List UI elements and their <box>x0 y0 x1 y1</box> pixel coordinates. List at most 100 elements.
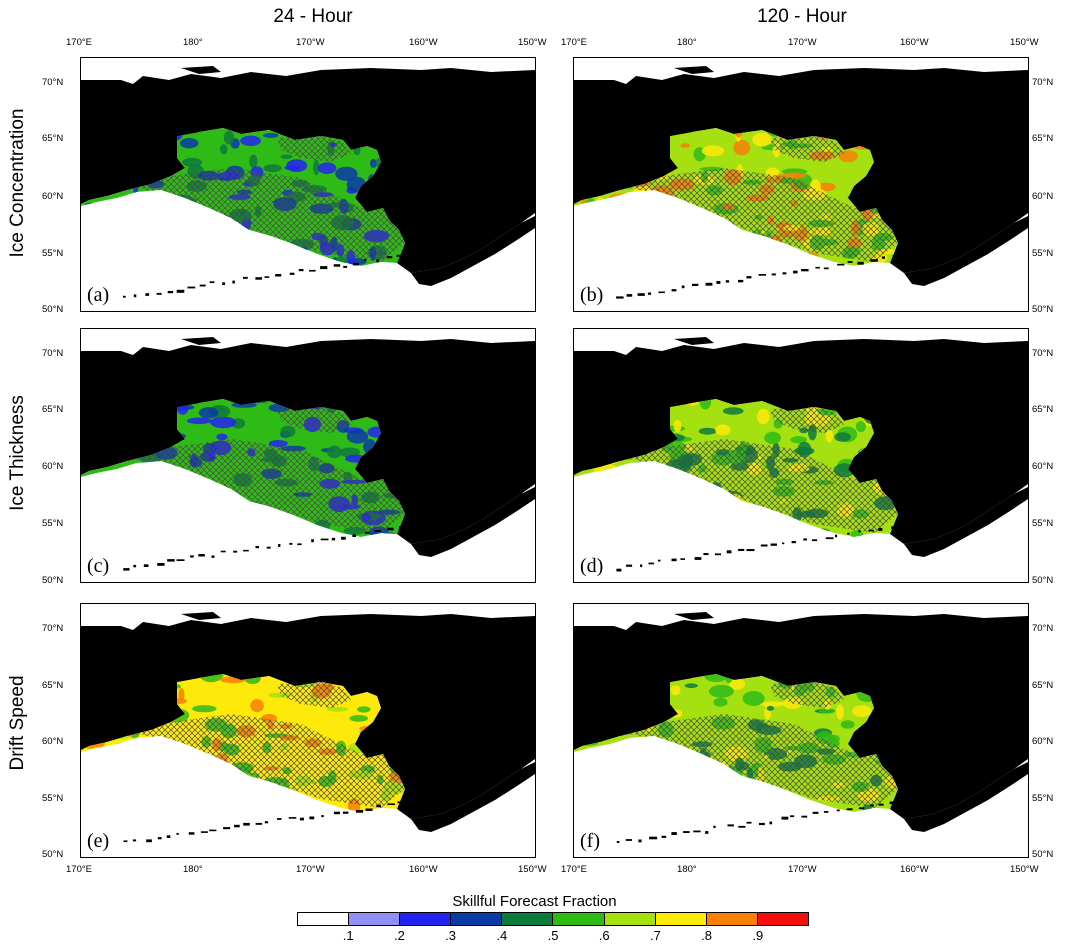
lon-tick-bottom-right: 170°E <box>561 864 587 875</box>
colorbar-box <box>400 913 452 925</box>
land-mass <box>81 68 535 273</box>
map-panel-d: (d) <box>573 328 1029 583</box>
colorbar-title: Skillful Forecast Fraction <box>452 893 617 910</box>
peninsula <box>411 762 535 832</box>
lon-tick-bottom-right: 160°W <box>900 864 929 875</box>
lat-tick: 70°N <box>1032 348 1054 359</box>
colorbar-box <box>298 913 350 925</box>
lat-tick: 50°N <box>1032 304 1054 315</box>
lat-tick: 50°N <box>42 849 64 860</box>
colorbar-label: .7 <box>649 928 661 943</box>
island <box>181 337 221 345</box>
land-mass <box>574 339 1028 544</box>
lat-tick: 65°N <box>1032 680 1054 691</box>
lat-tick: 60°N <box>1032 736 1054 747</box>
colorbar-box <box>451 913 503 925</box>
colorbar-box <box>655 913 707 925</box>
aleutian-islands <box>123 523 422 571</box>
lon-tick-top-left: 180° <box>183 37 203 48</box>
lat-tick: 60°N <box>42 191 64 202</box>
island <box>181 66 221 74</box>
lat-tick: 70°N <box>42 77 64 88</box>
lat-tick: 60°N <box>42 736 64 747</box>
lon-tick-bottom-right: 180° <box>677 864 697 875</box>
lat-tick: 70°N <box>1032 77 1054 88</box>
colorbar-box <box>349 913 401 925</box>
lon-tick-bottom-left: 170°W <box>296 864 325 875</box>
lat-tick: 55°N <box>1032 518 1054 529</box>
lon-tick-top-left: 170°E <box>66 37 92 48</box>
land-mass <box>81 339 535 544</box>
peninsula <box>411 487 535 557</box>
lon-tick-bottom-left: 180° <box>183 864 203 875</box>
land-mass <box>81 614 535 819</box>
lat-tick: 60°N <box>1032 191 1054 202</box>
map-panel-b: (b) <box>573 57 1029 312</box>
lon-tick-bottom-right: 170°W <box>788 864 817 875</box>
lat-tick: 55°N <box>42 518 64 529</box>
map-b-graphic <box>574 66 1028 299</box>
panel-label-f: (f) <box>580 830 600 852</box>
lon-tick-top-right: 150°W <box>1010 37 1039 48</box>
map-e-graphic <box>81 612 535 843</box>
panel-label-a: (a) <box>87 284 110 306</box>
lat-tick: 70°N <box>1032 623 1054 634</box>
colorbar-label: .1 <box>342 928 354 943</box>
aleutian-islands <box>616 252 916 299</box>
lat-tick: 50°N <box>1032 575 1054 586</box>
lat-tick: 70°N <box>42 623 64 634</box>
lon-tick-top-left: 150°W <box>518 37 547 48</box>
lat-tick: 55°N <box>42 248 64 259</box>
lat-tick: 65°N <box>42 680 64 691</box>
colorbar-box <box>604 913 656 925</box>
row-title-ice-concentration: Ice Concentration <box>7 108 28 258</box>
colorbar-box <box>553 913 605 925</box>
colorbar-box <box>502 913 554 925</box>
lat-tick: 55°N <box>1032 248 1054 259</box>
lon-tick-top-right: 160°W <box>900 37 929 48</box>
column-title-24h: 24 - Hour <box>273 6 353 27</box>
lon-tick-top-right: 170°W <box>788 37 817 48</box>
lat-tick: 60°N <box>1032 461 1054 472</box>
lon-tick-top-left: 160°W <box>409 37 438 48</box>
lon-tick-top-right: 170°E <box>561 37 587 48</box>
colorbar-label: .5 <box>547 928 559 943</box>
lon-tick-bottom-left: 160°W <box>409 864 438 875</box>
colorbar-label: .3 <box>445 928 457 943</box>
row-title-drift-speed: Drift Speed <box>7 675 28 771</box>
aleutian-islands <box>616 522 914 572</box>
panel-label-c: (c) <box>87 555 110 577</box>
lat-tick: 65°N <box>42 133 64 144</box>
island <box>674 337 714 345</box>
lat-tick: 65°N <box>1032 404 1054 415</box>
land-mass <box>574 614 1028 819</box>
peninsula <box>904 487 1028 557</box>
colorbar-box <box>706 913 758 925</box>
map-f-graphic <box>574 612 1028 843</box>
aleutian-islands <box>616 799 922 843</box>
lat-tick: 50°N <box>42 575 64 586</box>
peninsula <box>411 216 535 286</box>
lon-tick-top-right: 180° <box>677 37 697 48</box>
colorbar-label: .4 <box>496 928 508 943</box>
map-c-graphic <box>81 337 535 571</box>
column-title-120h: 120 - Hour <box>757 6 847 27</box>
lon-tick-bottom-left: 170°E <box>66 864 92 875</box>
lat-tick: 55°N <box>1032 793 1054 804</box>
lat-tick: 65°N <box>1032 133 1054 144</box>
colorbar-label: .9 <box>752 928 764 943</box>
lat-tick: 60°N <box>42 461 64 472</box>
peninsula <box>904 216 1028 286</box>
lat-tick: 50°N <box>1032 849 1054 860</box>
colorbar-label: .8 <box>701 928 713 943</box>
island <box>181 612 221 620</box>
map-panel-c: (c) <box>80 328 536 583</box>
peninsula <box>904 762 1028 832</box>
map-panel-a: (a) <box>80 57 536 312</box>
lat-tick: 65°N <box>42 404 64 415</box>
lon-tick-bottom-left: 150°W <box>518 864 547 875</box>
colorbar-label: .2 <box>393 928 405 943</box>
map-panel-f: (f) <box>573 603 1029 858</box>
colorbar-box <box>757 913 808 925</box>
lon-tick-top-left: 170°W <box>296 37 325 48</box>
